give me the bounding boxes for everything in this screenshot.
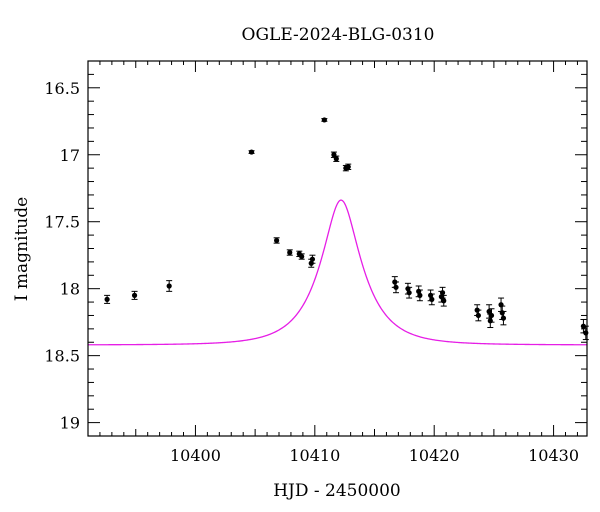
data-point: [248, 149, 255, 155]
data-point: [475, 309, 482, 322]
data-point: [330, 151, 337, 158]
data-point: [488, 308, 495, 323]
data-point: [345, 163, 352, 170]
data-point: [392, 281, 399, 294]
model-curve: [88, 199, 588, 346]
data-point: [298, 253, 305, 260]
y-tick-label: 17.5: [44, 213, 80, 232]
x-axis-label: HJD - 2450000: [273, 481, 401, 501]
point-marker: [104, 296, 110, 302]
y-axis-label: I magnitude: [12, 197, 32, 301]
data-point: [333, 155, 340, 162]
y-tick-label: 18: [60, 280, 80, 299]
plot-frame: [87, 60, 588, 437]
point-marker: [309, 256, 316, 262]
data-point: [286, 249, 293, 256]
point-marker: [417, 292, 423, 298]
point-marker: [475, 312, 481, 319]
data-point: [439, 286, 446, 299]
data-point: [321, 117, 328, 123]
data-points-layer: [104, 117, 589, 341]
data-point: [500, 310, 507, 326]
y-tick-label: 16.5: [44, 79, 80, 98]
point-marker: [299, 253, 305, 260]
point-marker: [500, 315, 507, 321]
point-marker: [488, 312, 495, 319]
x-tick-label: 10400: [170, 446, 221, 465]
x-tick-label: 10420: [409, 446, 460, 465]
data-point: [428, 293, 435, 306]
point-marker: [321, 117, 327, 123]
axis-ticks-layer: 10400 10410 10420 10430 16.5 17 17.5 18 18.5 19: [44, 60, 587, 465]
point-marker: [166, 283, 172, 289]
point-marker: [248, 149, 255, 155]
y-tick-label: 17: [60, 146, 80, 165]
point-marker: [439, 290, 446, 296]
point-marker: [406, 290, 412, 296]
data-point: [309, 254, 316, 264]
x-tick-label: 10430: [528, 446, 579, 465]
point-marker: [486, 308, 492, 315]
model-curve-layer: [88, 199, 588, 346]
point-marker: [287, 249, 293, 256]
data-point: [498, 297, 505, 312]
data-point: [166, 280, 173, 292]
chart-title: OGLE-2024-BLG-0310: [242, 25, 435, 45]
point-marker: [441, 298, 447, 304]
data-point: [406, 286, 413, 299]
data-point: [131, 290, 138, 300]
data-point: [440, 294, 447, 307]
x-tick-label: 10410: [289, 446, 340, 465]
point-marker: [333, 156, 339, 162]
point-marker: [131, 292, 138, 298]
data-point: [104, 294, 111, 304]
point-marker: [393, 284, 399, 290]
data-point: [416, 289, 423, 302]
point-marker: [429, 296, 435, 302]
y-tick-label: 19: [60, 414, 80, 433]
point-marker: [274, 237, 280, 244]
point-marker: [345, 164, 351, 170]
y-tick-label: 18.5: [44, 347, 80, 366]
data-point: [273, 237, 280, 244]
point-marker: [583, 330, 589, 336]
